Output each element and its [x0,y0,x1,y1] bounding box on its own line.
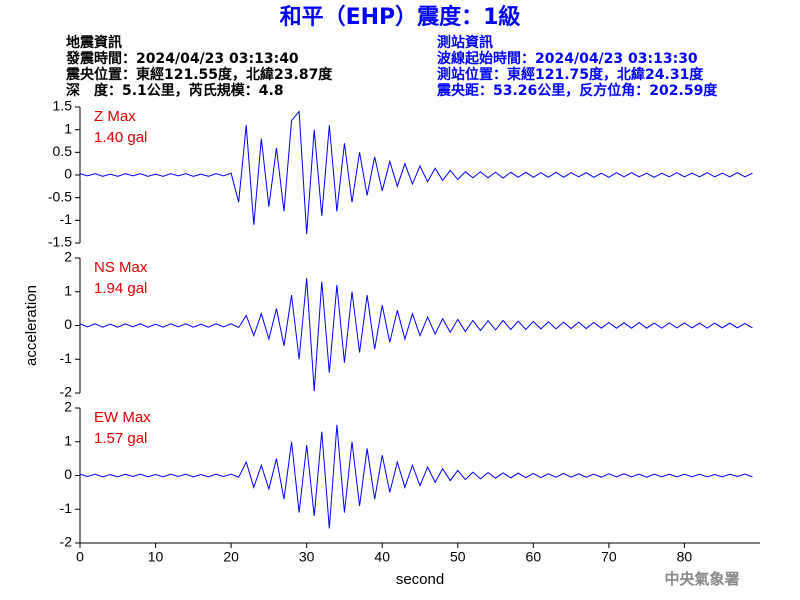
y-tick-label: 2 [64,399,72,415]
max-value: 1.57 gal [94,430,147,447]
y-tick-label: 1.5 [53,98,73,114]
max-label: Z Max [94,108,136,125]
waveform [79,424,753,529]
x-tick-label: 60 [526,549,542,565]
y-tick-label: 0.5 [53,143,73,159]
y-tick-label: -1.5 [48,234,72,250]
info-line: 震央位置：東經121.55度，北緯23.87度 [65,66,333,83]
x-tick-label: 20 [223,549,239,565]
x-tick-label: 10 [148,549,164,565]
y-axis-label: acceleration [23,285,40,366]
x-tick-label: 30 [299,549,315,565]
y-tick-label: 1 [64,432,72,448]
x-axis-label: second [396,571,444,588]
info-line: 深 度：5.1公里，芮氏規模：4.8 [66,82,284,99]
y-tick-label: -1 [60,350,73,366]
title: 和平（EHP）震度：1級 [280,4,521,30]
max-value: 1.94 gal [94,280,147,297]
y-tick-label: -2 [60,384,73,400]
y-tick-label: 2 [64,249,72,265]
footer: 中央氣象署 [664,570,739,588]
y-tick-label: -1 [60,500,73,516]
max-label: NS Max [94,259,148,276]
x-tick-label: 0 [76,549,84,565]
y-tick-label: 0 [64,466,72,482]
waveform [79,278,753,392]
x-tick-label: 50 [450,549,466,565]
info-line: 地震資訊 [66,34,122,51]
y-tick-label: -1 [60,211,73,227]
info-line: 發震時間：2024/04/23 03:13:40 [65,50,299,67]
info-line: 測站資訊 [437,34,493,51]
max-value: 1.40 gal [94,129,147,146]
y-tick-label: 1 [64,282,72,298]
y-tick-label: 1 [64,120,72,136]
info-line: 測站位置：東經121.75度，北緯24.31度 [437,66,704,83]
y-tick-label: 0 [64,316,72,332]
x-tick-label: 70 [601,549,617,565]
waveform [79,110,753,234]
info-line: 震央距：53.26公里，反方位角：202.59度 [436,82,718,99]
y-tick-label: -0.5 [48,188,72,204]
max-label: EW Max [94,409,151,426]
x-tick-label: 80 [677,549,693,565]
y-tick-label: 0 [64,166,72,182]
info-line: 波線起始時間：2024/04/23 03:13:30 [437,50,698,67]
y-tick-label: -2 [60,534,73,550]
x-tick-label: 40 [374,549,390,565]
